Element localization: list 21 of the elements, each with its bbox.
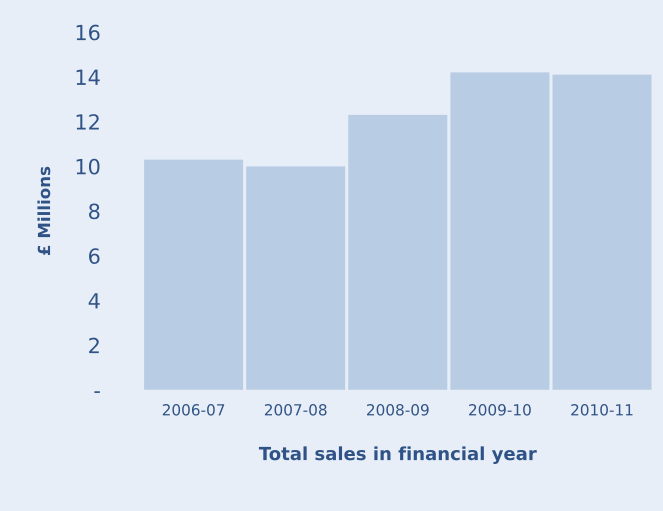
x-axis-title: Total sales in financial year: [258, 446, 537, 464]
bar: [246, 166, 346, 390]
x-tick-label: 2006-07: [162, 404, 224, 416]
x-tick-label: 2008-09: [367, 404, 429, 416]
y-tick-label: 14: [76, 70, 100, 85]
y-tick-label: 12: [76, 114, 99, 130]
x-tick-label: 2007-08: [264, 404, 327, 416]
y-tick-label: 10: [76, 158, 100, 175]
bar: [144, 160, 244, 390]
y-tick-label: 16: [76, 24, 100, 40]
y-tick-label: 4: [88, 293, 100, 308]
x-tick-label: 2009-10: [469, 404, 531, 416]
y-tick-label: 2: [89, 338, 99, 354]
y-tick-label: 6: [89, 248, 100, 264]
y-tick-label: 8: [89, 203, 100, 220]
bar: [348, 114, 448, 390]
bar: [450, 72, 550, 390]
y-axis-title: £ Millions: [37, 166, 50, 256]
x-tick-label: 2010-11: [571, 404, 633, 416]
y-tick-label: -: [94, 391, 100, 393]
bar: [552, 74, 652, 390]
